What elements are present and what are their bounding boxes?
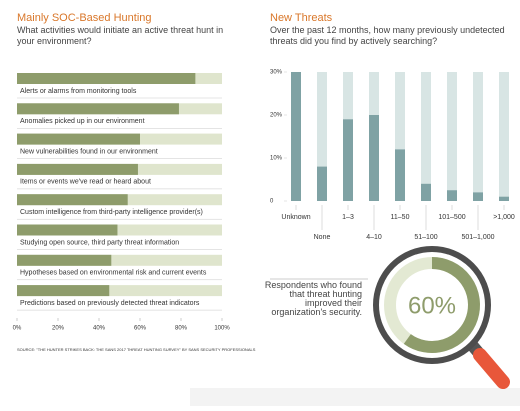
bar [17, 73, 196, 84]
bar-track [473, 72, 483, 201]
bar [369, 115, 379, 201]
bar [343, 119, 353, 201]
right-subtitle: Over the past 12 months, how many previo… [270, 25, 505, 46]
bar [317, 166, 327, 201]
bar-track [17, 254, 222, 266]
x-tick-label: 501–1,000 [461, 234, 494, 241]
bar [421, 183, 431, 201]
x-tick-label: 100% [214, 326, 230, 332]
x-tick-label: None [314, 234, 331, 241]
bar [473, 192, 483, 201]
x-tick-label: 60% [134, 326, 147, 332]
bar [17, 254, 112, 266]
bar-track [499, 72, 509, 201]
left-subtitle: What activities would initiate an active… [17, 25, 223, 46]
bar-label: Custom intelligence from third-party int… [20, 209, 203, 216]
x-tick-label: 40% [93, 326, 106, 332]
x-tick-label: 101–500 [438, 214, 465, 221]
y-tick-label: 20% [270, 113, 283, 119]
x-tick-label: 51–100 [414, 234, 437, 241]
bar [17, 194, 128, 206]
bar-label: Hypotheses based on environmental risk a… [20, 270, 207, 277]
footer-band [190, 388, 520, 406]
bar-label: Items or events we've read or heard abou… [20, 179, 151, 186]
bar-track [317, 72, 327, 201]
bar-label: New vulnerabilities found in our environ… [20, 148, 158, 155]
bar [395, 149, 405, 201]
callout-text: Respondents who found that threat hunting… [265, 280, 362, 317]
bar [499, 196, 509, 201]
bar [291, 72, 301, 201]
bar [17, 103, 179, 115]
x-tick-label: Unknown [281, 214, 310, 221]
bar-label: Anomalies picked up in our environment [20, 118, 145, 125]
bar-track [17, 224, 222, 236]
bar [17, 224, 118, 236]
y-tick-label: 30% [270, 70, 283, 76]
source: SOURCE: "THE HUNTER STRIKES BACK: THE SA… [17, 347, 256, 352]
bar-track [395, 72, 405, 201]
x-tick-label: 20% [52, 326, 65, 332]
handle [473, 348, 510, 389]
x-tick-label: 80% [175, 326, 188, 332]
bar [17, 285, 110, 297]
bar-label: Predictions based on previously detected… [20, 300, 200, 307]
ring-value [403, 257, 480, 353]
bar-label: Studying open source, third party threat… [20, 239, 179, 246]
bar-track [447, 72, 457, 201]
x-tick-label: 0% [13, 326, 22, 332]
bar-track [421, 72, 431, 201]
y-tick-label: 0 [270, 199, 274, 205]
bar-label: Alerts or alarms from monitoring tools [20, 88, 137, 95]
left-title: Mainly SOC-Based Hunting [17, 12, 152, 24]
x-tick-label: 4–10 [366, 234, 382, 241]
x-tick-label: 1–3 [342, 214, 354, 221]
bar [447, 190, 457, 201]
x-tick-label: 11–50 [391, 214, 410, 221]
y-tick-label: 10% [270, 156, 283, 162]
x-tick-label: >1,000 [493, 214, 515, 221]
callout-value: 60% [408, 292, 456, 319]
bar-track [17, 285, 222, 297]
bar [17, 133, 140, 145]
right-title: New Threats [270, 12, 333, 24]
bar [17, 163, 138, 175]
